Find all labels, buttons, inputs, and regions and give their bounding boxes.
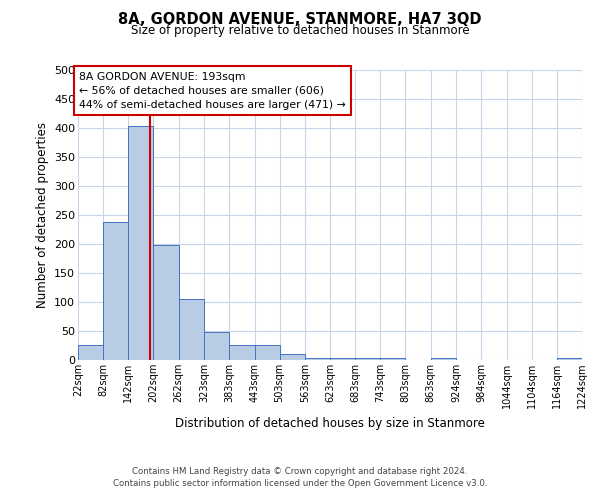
Bar	[154, 245, 179, 360]
Bar	[179, 298, 204, 360]
Bar	[280, 354, 305, 360]
Y-axis label: Number of detached properties: Number of detached properties	[35, 122, 49, 308]
Bar	[103, 222, 128, 360]
Text: 8A GORDON AVENUE: 193sqm
← 56% of detached houses are smaller (606)
44% of semi-: 8A GORDON AVENUE: 193sqm ← 56% of detach…	[79, 72, 346, 110]
Text: Contains HM Land Registry data © Crown copyright and database right 2024.
Contai: Contains HM Land Registry data © Crown c…	[113, 466, 487, 487]
Text: 8A, GORDON AVENUE, STANMORE, HA7 3QD: 8A, GORDON AVENUE, STANMORE, HA7 3QD	[118, 12, 482, 28]
Bar	[229, 345, 254, 360]
Bar	[330, 358, 355, 360]
Bar	[557, 358, 582, 360]
Text: Size of property relative to detached houses in Stanmore: Size of property relative to detached ho…	[131, 24, 469, 37]
Bar	[204, 332, 229, 360]
Bar	[305, 358, 330, 360]
Bar	[380, 358, 406, 360]
Bar	[128, 126, 154, 360]
X-axis label: Distribution of detached houses by size in Stanmore: Distribution of detached houses by size …	[175, 416, 485, 430]
Bar	[431, 358, 456, 360]
Bar	[254, 345, 280, 360]
Bar	[355, 358, 380, 360]
Bar	[78, 345, 103, 360]
